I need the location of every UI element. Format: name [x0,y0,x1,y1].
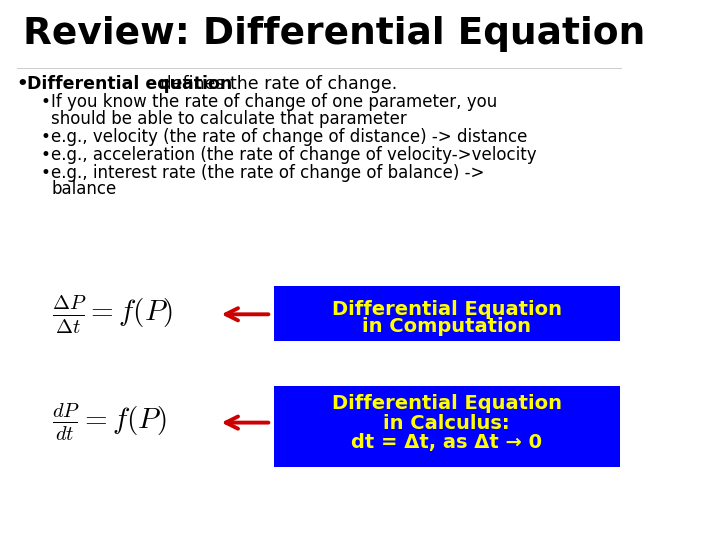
Text: e.g., velocity (the rate of change of distance) -> distance: e.g., velocity (the rate of change of di… [51,128,528,146]
Text: $\frac{\Delta P}{\Delta t} = f(P)$: $\frac{\Delta P}{\Delta t} = f(P)$ [53,293,174,335]
Text: should be able to calculate that parameter: should be able to calculate that paramet… [51,110,408,127]
Text: e.g., acceleration (the rate of change of velocity->velocity: e.g., acceleration (the rate of change o… [51,146,537,164]
Text: •: • [41,93,51,111]
Text: Review: Differential Equation: Review: Differential Equation [24,16,646,52]
Text: dt = Δt, as Δt → 0: dt = Δt, as Δt → 0 [351,434,542,453]
Text: Differential Equation: Differential Equation [332,394,562,413]
Text: e.g., interest rate (the rate of change of balance) ->: e.g., interest rate (the rate of change … [51,164,485,181]
Text: •: • [41,128,51,146]
Text: •: • [41,164,51,181]
Text: •: • [17,75,28,93]
Text: If you know the rate of change of one parameter, you: If you know the rate of change of one pa… [51,93,498,111]
Text: defines the rate of change.: defines the rate of change. [155,75,397,93]
Text: •: • [41,146,51,164]
Text: Differential equation: Differential equation [27,75,232,93]
FancyArrowPatch shape [226,416,269,429]
Text: $\frac{dP}{dt} = f(P)$: $\frac{dP}{dt} = f(P)$ [53,402,167,443]
Text: balance: balance [51,180,117,198]
Bar [274,286,620,341]
Text: Differential Equation: Differential Equation [332,300,562,319]
Bar [274,386,620,467]
Text: in Calculus:: in Calculus: [384,414,510,433]
Text: in Computation: in Computation [362,318,531,336]
FancyArrowPatch shape [226,308,269,320]
